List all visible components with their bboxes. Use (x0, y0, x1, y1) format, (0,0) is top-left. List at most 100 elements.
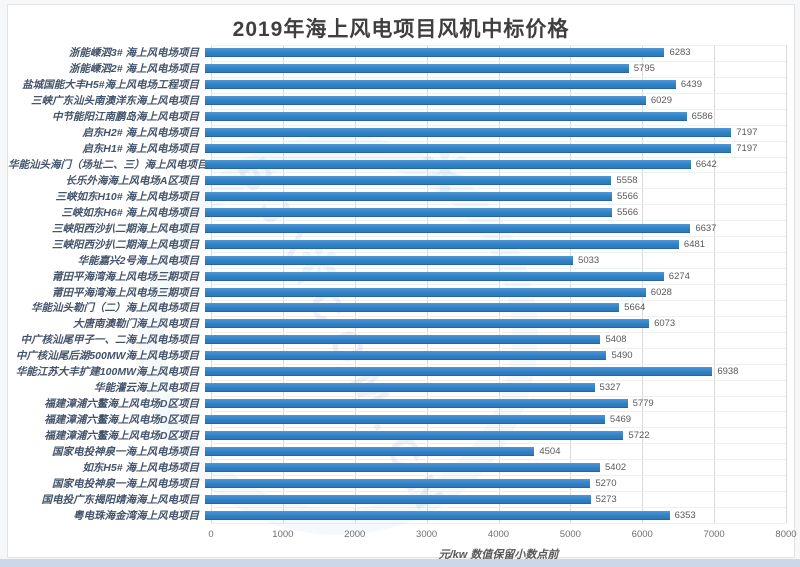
bar (205, 399, 628, 409)
gridline-row (211, 347, 786, 349)
bar-area: 6028 (205, 284, 790, 300)
bar-label: 华能汕头海门（场址二、三）海上风电项目 (8, 159, 205, 172)
chart-row: 福建漳浦六鳌海上风电场D区项目 5722 (8, 428, 790, 444)
bar-label: 中广核汕尾甲子一、二海上风电场项目 (20, 334, 200, 347)
bar-value: 5273 (595, 493, 617, 505)
bar-area: 5795 (205, 61, 790, 77)
bar-value: 6642 (695, 159, 717, 171)
gridline-row (211, 395, 786, 397)
bar (205, 303, 620, 313)
gridline-row (211, 284, 786, 285)
gridline-row (211, 204, 786, 206)
gridline-row (211, 379, 786, 381)
axis-unit-note: 元/kw 数值保留小数点前 (438, 549, 559, 561)
bar (205, 494, 591, 504)
bar-value: 5722 (628, 429, 650, 441)
gridline-row (211, 60, 786, 62)
chart-row: 中广核汕尾后湖500MW海上风电场项目 5490 (8, 348, 790, 364)
bar (205, 319, 650, 329)
gridline-row (211, 236, 786, 238)
chart-row: 福建漳浦六鳌海上风电场D区项目 5779 (8, 396, 790, 412)
bar-label: 福建漳浦六鳌海上风电场D区项目 (44, 429, 199, 442)
bar-label: 福建漳浦六鳌海上风电场D区项目 (44, 398, 199, 411)
gridline-row (211, 427, 786, 429)
bar (205, 351, 607, 361)
bar-area: 5490 (205, 348, 790, 364)
x-tick-2000: 2000 (344, 529, 366, 540)
bar (205, 510, 670, 520)
bar (205, 96, 646, 106)
bar-area: 5402 (205, 459, 790, 475)
bar-label: 三峡如东H6# 海上风电场项目 (61, 206, 199, 219)
chart-row: 华能灌云海上风电项目 5327 (8, 380, 790, 396)
bar-area: 6481 (205, 236, 790, 252)
bar-area: 5664 (205, 300, 790, 316)
bar-label: 国电投广东揭阳靖海海上风电项目 (41, 493, 200, 506)
chart-row: 华能江苏大丰扩建100MW海上风电项目 6938 (8, 364, 790, 380)
bar-label: 国家电投神泉一海上风电场项目 (52, 445, 199, 458)
gridline-row (211, 140, 786, 142)
gridline-row (211, 76, 786, 78)
bar-area: 5566 (205, 188, 790, 204)
bar-label: 莆田平海湾海上风电场三期项目 (52, 286, 199, 299)
bar-value: 6481 (683, 238, 706, 250)
bar-label: 启东H2# 海上风电场项目 (82, 127, 199, 140)
bar-label: 华能汕头勒门（二）海上风电场项目 (31, 302, 199, 315)
bar (205, 144, 732, 154)
chart-row: 莆田平海湾海上风电场三期项目 6028 (8, 284, 790, 300)
gridline-row (211, 220, 786, 222)
bar-area: 5779 (205, 396, 790, 412)
chart-row: 中节能阳江南鹏岛海上风电项目 6586 (8, 109, 790, 125)
x-tick-7000: 7000 (703, 529, 725, 540)
chart-panel: 2019年海上风电项目风机中标价格 ✻ ✻ BJX.COM.CN 浙能嵊泗3# … (7, 4, 797, 561)
x-tick-5000: 5000 (559, 529, 581, 540)
bar-value: 4504 (539, 445, 561, 457)
x-tick-0: 0 (208, 529, 214, 540)
bar-area: 5566 (205, 204, 790, 220)
chart-title: 2019年海上风电项目风机中标价格 (232, 18, 570, 41)
chart-row: 启东H2# 海上风电场项目 7197 (8, 125, 790, 141)
bar-value: 7197 (736, 127, 758, 139)
gridline-row (211, 315, 786, 317)
bar-area: 6073 (205, 316, 790, 332)
gridline-row (211, 523, 786, 524)
gridline-row (211, 411, 786, 413)
gridline-row (211, 188, 786, 190)
gridline-row (211, 363, 786, 365)
bar-value: 5779 (632, 398, 654, 410)
bar-value: 6274 (668, 270, 690, 282)
chart-row: 三峡阳西沙扒二期海上风电项目 6481 (8, 236, 790, 252)
x-tick-6000: 6000 (631, 529, 653, 540)
chart-row: 国电投广东揭阳靖海海上风电项目 5273 (8, 491, 790, 507)
gridline-row (211, 252, 786, 254)
bar (205, 255, 574, 265)
chart-row: 中广核汕尾甲子一、二海上风电场项目 5408 (8, 332, 790, 348)
bar-area: 6029 (205, 93, 790, 109)
bar (205, 223, 691, 233)
bar-area: 5273 (205, 491, 790, 507)
bar-area: 5722 (205, 428, 790, 444)
gridline-row (211, 459, 786, 461)
bar-value: 6353 (674, 509, 696, 521)
gridline-x-8000 (786, 45, 787, 523)
bar (205, 415, 605, 425)
bar (205, 367, 713, 377)
bar (205, 446, 535, 456)
x-axis-ticks: 0 1000 2000 3000 4000 5000 6000 7000 8000 (208, 529, 796, 543)
x-tick-8000: 8000 (775, 529, 797, 540)
bar-area: 4504 (205, 443, 790, 459)
gridline-row (211, 331, 786, 333)
bar-area: 5408 (205, 332, 790, 348)
bar (205, 239, 679, 249)
chart-row: 长乐外海海上风电场A区项目 5558 (8, 173, 790, 189)
bar-label: 大唐南澳勒门海上风电项目 (73, 318, 199, 331)
bar-value: 6283 (669, 47, 691, 59)
gridline-row (211, 156, 786, 158)
bar-area: 7197 (205, 125, 790, 141)
bar-label: 三峡阳西沙扒二期海上风电项目 (52, 222, 199, 235)
bar-label: 福建漳浦六鳌海上风电场D区项目 (44, 414, 199, 427)
bottom-accent-strip (0, 559, 800, 567)
bar-area: 6283 (205, 45, 790, 61)
bar (205, 335, 601, 345)
chart-row: 三峡如东H10# 海上风电场项目 5566 (8, 188, 790, 204)
